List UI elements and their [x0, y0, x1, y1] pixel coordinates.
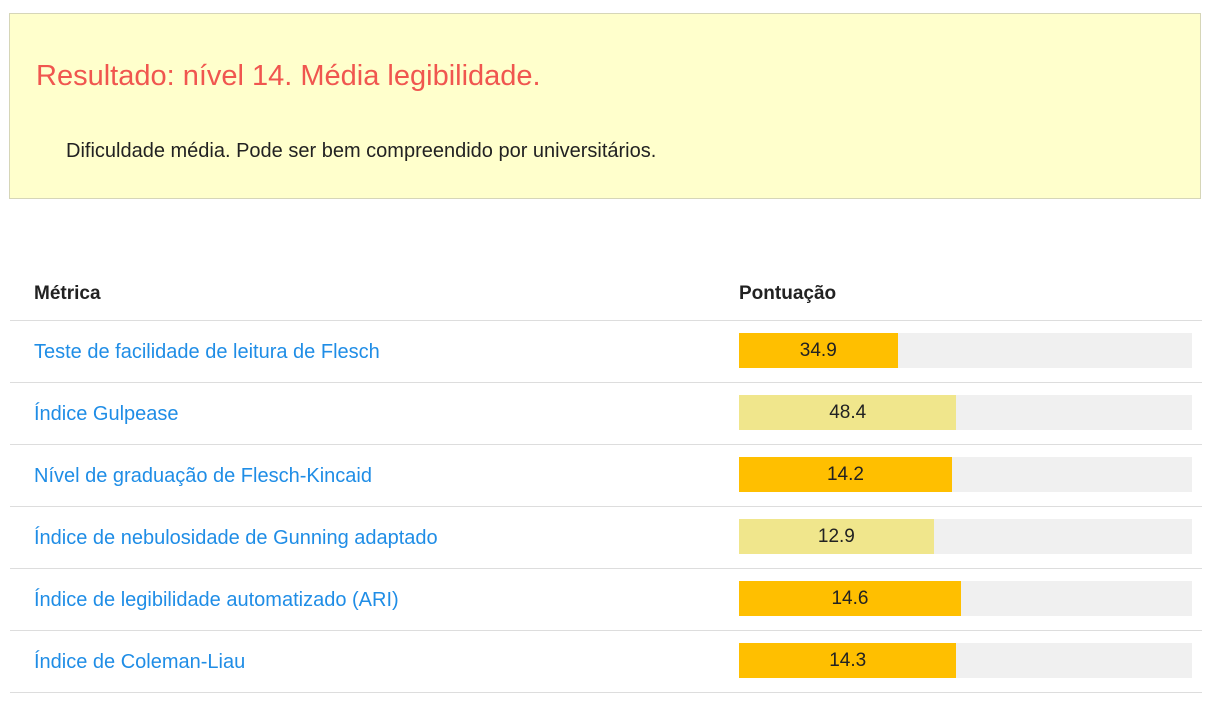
- score-value: 34.9: [799, 340, 837, 361]
- score-bar-fill: 34.9: [739, 333, 898, 368]
- metric-link-flesch-kincaid[interactable]: Nível de graduação de Flesch-Kincaid: [34, 465, 372, 487]
- score-bar-track: 14.2: [739, 457, 1192, 492]
- score-bar-fill: 14.3: [739, 643, 957, 678]
- table-row: Índice de Coleman-Liau 14.3: [10, 631, 1202, 693]
- table-row: Teste de facilidade de leitura de Flesch…: [10, 321, 1202, 383]
- score-value: 14.3: [829, 650, 867, 671]
- score-bar-fill: 48.4: [739, 395, 957, 430]
- table-header: Métrica Pontuação: [10, 262, 1202, 321]
- score-bar-fill: 12.9: [739, 519, 934, 554]
- metric-link-flesch[interactable]: Teste de facilidade de leitura de Flesch: [34, 341, 380, 363]
- metrics-table: Métrica Pontuação Teste de facilidade de…: [10, 262, 1202, 693]
- metric-link-gunning-fog[interactable]: Índice de nebulosidade de Gunning adapta…: [34, 527, 438, 549]
- score-bar-fill: 14.6: [739, 581, 961, 616]
- result-panel: Resultado: nível 14. Média legibilidade.…: [9, 13, 1201, 199]
- header-score: Pontuação: [739, 283, 837, 304]
- score-bar-track: 48.4: [739, 395, 1192, 430]
- score-value: 12.9: [817, 526, 855, 547]
- score-bar-track: 14.6: [739, 581, 1192, 616]
- metric-link-coleman-liau[interactable]: Índice de Coleman-Liau: [34, 651, 246, 673]
- score-bar-track: 14.3: [739, 643, 1192, 678]
- score-value: 14.2: [826, 464, 864, 485]
- metric-link-gulpease[interactable]: Índice Gulpease: [34, 403, 179, 425]
- metric-link-ari[interactable]: Índice de legibilidade automatizado (ARI…: [34, 589, 399, 611]
- score-bar-track: 12.9: [739, 519, 1192, 554]
- table-row: Índice de legibilidade automatizado (ARI…: [10, 569, 1202, 631]
- score-bar-fill: 14.2: [739, 457, 952, 492]
- table-row: Índice Gulpease 48.4: [10, 383, 1202, 445]
- result-description: Dificuldade média. Pode ser bem compreen…: [66, 140, 657, 162]
- table-row: Nível de graduação de Flesch-Kincaid 14.…: [10, 445, 1202, 507]
- table-row: Índice de nebulosidade de Gunning adapta…: [10, 507, 1202, 569]
- header-metric: Métrica: [34, 283, 101, 304]
- score-bar-track: 34.9: [739, 333, 1192, 368]
- result-title: Resultado: nível 14. Média legibilidade.: [36, 60, 541, 92]
- score-value: 14.6: [831, 588, 869, 609]
- score-value: 48.4: [829, 402, 867, 423]
